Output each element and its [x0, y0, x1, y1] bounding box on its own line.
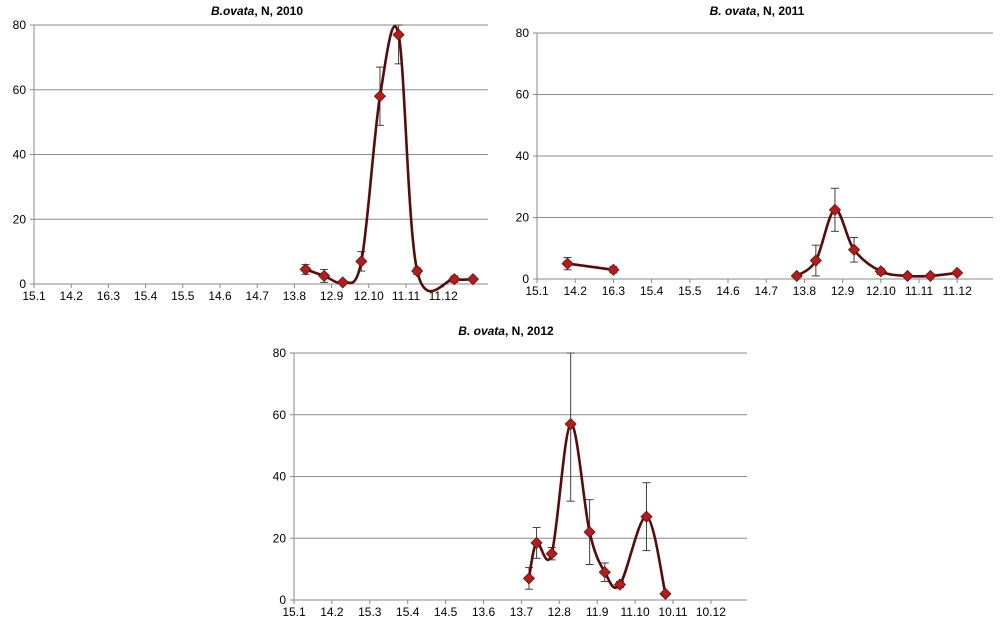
title-species: B. ovata: [710, 4, 757, 18]
x-tick-label: 15.1: [525, 284, 549, 298]
x-tick-label: 14.7: [755, 284, 779, 298]
data-point: [545, 547, 558, 560]
y-tick-label: 20: [516, 211, 530, 225]
title-species: B. ovata: [458, 324, 505, 338]
series-line: [304, 25, 475, 293]
x-tick-label: 11.12: [429, 289, 458, 303]
data-point: [530, 536, 543, 549]
x-tick-label: 15.5: [171, 289, 195, 303]
x-tick-label: 14.5: [434, 605, 458, 619]
x-tick-label: 12.9: [831, 284, 855, 298]
x-tick-label: 14.2: [564, 284, 588, 298]
data-point: [392, 28, 405, 41]
x-tick-label: 15.1: [282, 605, 306, 619]
data-point: [598, 566, 611, 579]
data-point: [847, 243, 861, 256]
data-point: [924, 269, 937, 282]
x-tick-label: 15.1: [22, 289, 46, 303]
x-tick-label: 13.7: [510, 605, 534, 619]
data-point: [809, 254, 822, 267]
data-point: [411, 264, 424, 278]
x-tick-label: 15.4: [640, 284, 664, 298]
x-tick-label: 12.8: [548, 605, 572, 619]
y-tick-label: 80: [13, 18, 27, 32]
series-line: [566, 262, 615, 272]
y-tick-label: 80: [516, 26, 530, 40]
x-tick-label: 15.3: [358, 605, 382, 619]
chart-title: B. ovata, N, 2012: [458, 324, 554, 338]
data-point: [583, 526, 596, 539]
x-tick-label: 12.10: [354, 289, 384, 303]
data-point: [448, 273, 461, 286]
chart-2010: B.ovata, N, 2010 15.1 14.2 16.3 15.4 15.5 14.…: [13, 4, 488, 303]
series-line: [527, 422, 667, 596]
x-tick-label: 14.6: [716, 284, 740, 298]
data-point: [355, 255, 368, 268]
x-tick-label: 15.5: [678, 284, 702, 298]
data-point: [522, 572, 536, 585]
x-tick-label: 15.4: [396, 605, 420, 619]
x-tick-label: 12.9: [320, 289, 344, 303]
y-tick-label: 20: [273, 531, 287, 545]
data-point: [318, 269, 331, 282]
x-tick-label: 13.8: [283, 289, 307, 303]
data-point: [613, 578, 627, 591]
x-tick-label: 13.8: [793, 284, 817, 298]
x-tick-label: 11.10: [621, 605, 650, 619]
x-tick-label: 13.6: [472, 605, 496, 619]
title-rest: , N, 2010: [254, 4, 303, 18]
data-point: [336, 276, 349, 289]
x-tick-label: 11.12: [943, 284, 972, 298]
data-point: [561, 257, 574, 270]
data-point: [299, 263, 312, 276]
data-point: [640, 510, 653, 523]
x-tick-label: 16.3: [97, 289, 121, 303]
data-point: [828, 203, 842, 216]
y-tick-label: 60: [516, 88, 530, 102]
data-point: [564, 417, 577, 431]
x-tick-label: 11.11: [392, 289, 421, 303]
x-tick-label: 11.11: [905, 284, 934, 298]
x-tick-label: 11.9: [586, 605, 609, 619]
y-tick-label: 40: [13, 148, 27, 162]
chart-title: B.ovata, N, 2010: [211, 4, 303, 18]
series-line: [795, 208, 959, 278]
chart-2011: B. ovata, N, 2011 15.1 14.2 16.3 15.4 15.5 14…: [516, 4, 993, 298]
chart-title: B. ovata, N, 2011: [710, 4, 805, 18]
chart-2012: B. ovata, N, 2012 15.1 14.2 15.3 15.4 14.5 13…: [273, 324, 747, 619]
data-point: [373, 90, 387, 103]
x-tick-label: 16.3: [602, 284, 626, 298]
x-tick-label: 14.6: [208, 289, 232, 303]
y-tick-label: 0: [522, 272, 529, 286]
y-tick-label: 20: [13, 212, 27, 226]
x-tick-label: 14.2: [60, 289, 84, 303]
y-tick-label: 40: [273, 470, 287, 484]
data-point: [466, 273, 480, 286]
data-point: [790, 269, 803, 282]
data-point: [874, 265, 887, 278]
y-tick-label: 40: [516, 149, 530, 163]
x-tick-label: 14.7: [246, 289, 270, 303]
data-point: [607, 263, 620, 276]
title-rest: , N, 2012: [505, 324, 554, 338]
y-tick-label: 0: [19, 277, 26, 291]
y-tick-label: 0: [279, 593, 286, 607]
title-rest: , N, 2011: [756, 4, 804, 18]
x-tick-label: 10.11: [658, 605, 687, 619]
data-point: [659, 587, 672, 600]
x-tick-label: 10.12: [696, 605, 726, 619]
data-point: [901, 269, 914, 282]
x-tick-label: 12.10: [866, 284, 896, 298]
data-point: [951, 266, 964, 279]
y-tick-label: 80: [273, 346, 287, 360]
title-species: B.ovata: [211, 4, 255, 18]
y-tick-label: 60: [13, 83, 27, 97]
x-tick-label: 14.2: [320, 605, 344, 619]
x-tick-label: 15.4: [134, 289, 158, 303]
y-tick-label: 60: [273, 408, 287, 422]
